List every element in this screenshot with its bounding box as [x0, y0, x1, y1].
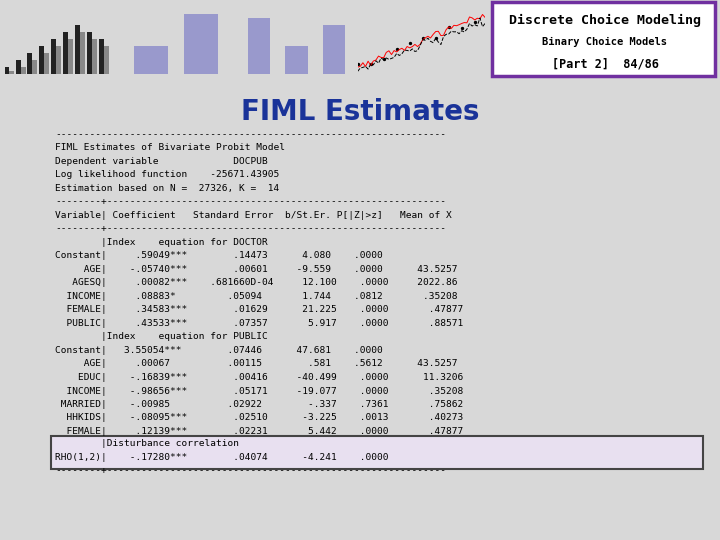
Text: [Part 2]  84/86: [Part 2] 84/86 — [552, 57, 658, 70]
Text: Dependent variable             DOCPUB: Dependent variable DOCPUB — [55, 157, 268, 166]
Text: Estimation based on N =  27326, K =  14: Estimation based on N = 27326, K = 14 — [55, 184, 279, 193]
FancyBboxPatch shape — [51, 436, 703, 469]
Text: --------+-----------------------------------------------------------: --------+-------------------------------… — [55, 198, 446, 206]
Text: INCOME|     .08883*         .05094       1.744    .0812       .35208: INCOME| .08883* .05094 1.744 .0812 .3520… — [55, 292, 457, 301]
Text: --------+-----------------------------------------------------------: --------+-------------------------------… — [55, 466, 446, 475]
Text: --------------------------------------------------------------------: ----------------------------------------… — [55, 130, 446, 139]
Text: Discrete Choice Modeling: Discrete Choice Modeling — [509, 14, 701, 27]
Text: FEMALE|     .12139***        .02231       5.442    .0000       .47877: FEMALE| .12139*** .02231 5.442 .0000 .47… — [55, 427, 463, 436]
Text: HHKIDS|    -.08095***        .02510      -3.225    .0013       .40273: HHKIDS| -.08095*** .02510 -3.225 .0013 .… — [55, 414, 463, 422]
Text: AGESQ|     .00082***    .681660D-04     12.100    .0000     2022.86: AGESQ| .00082*** .681660D-04 12.100 .000… — [55, 279, 457, 287]
Text: MARRIED|    -.00985          .02922        -.337    .7361       .75862: MARRIED| -.00985 .02922 -.337 .7361 .758… — [55, 400, 463, 409]
Text: |Index    equation for PUBLIC: |Index equation for PUBLIC — [55, 333, 268, 341]
Text: --------+-----------------------------------------------------------: --------+-------------------------------… — [55, 225, 446, 233]
Text: |Index    equation for DOCTOR: |Index equation for DOCTOR — [55, 238, 268, 247]
Text: AGE|    -.05740***        .00601     -9.559    .0000      43.5257: AGE| -.05740*** .00601 -9.559 .0000 43.5… — [55, 265, 457, 274]
Text: FEMALE|     .34583***        .01629      21.225    .0000       .47877: FEMALE| .34583*** .01629 21.225 .0000 .4… — [55, 306, 463, 314]
Text: RHO(1,2)|    -.17280***        .04074      -4.241    .0000: RHO(1,2)| -.17280*** .04074 -4.241 .0000 — [55, 453, 389, 462]
Text: PUBLIC|     .43533***        .07357       5.917    .0000       .88571: PUBLIC| .43533*** .07357 5.917 .0000 .88… — [55, 319, 463, 328]
Text: AGE|     .00067          .00115        .581    .5612      43.5257: AGE| .00067 .00115 .581 .5612 43.5257 — [55, 360, 457, 368]
Text: Log likelihood function    -25671.43905: Log likelihood function -25671.43905 — [55, 171, 279, 179]
Text: Binary Choice Models: Binary Choice Models — [542, 37, 667, 47]
Text: FIML Estimates: FIML Estimates — [240, 98, 480, 126]
Text: Constant|     .59049***        .14473      4.080    .0000: Constant| .59049*** .14473 4.080 .0000 — [55, 252, 383, 260]
FancyBboxPatch shape — [492, 2, 716, 77]
Text: EDUC|    -.16839***        .00416     -40.499    .0000      11.3206: EDUC| -.16839*** .00416 -40.499 .0000 11… — [55, 373, 463, 382]
Text: FIML Estimates of Bivariate Probit Model: FIML Estimates of Bivariate Probit Model — [55, 144, 285, 152]
Text: Variable| Coefficient   Standard Error  b/St.Er. P[|Z|>z]   Mean of X: Variable| Coefficient Standard Error b/S… — [55, 211, 451, 220]
Text: |Disturbance correlation: |Disturbance correlation — [55, 439, 239, 448]
Text: Constant|   3.55054***        .07446      47.681    .0000: Constant| 3.55054*** .07446 47.681 .0000 — [55, 346, 383, 355]
Text: INCOME|    -.98656***        .05171     -19.077    .0000       .35208: INCOME| -.98656*** .05171 -19.077 .0000 … — [55, 387, 463, 395]
